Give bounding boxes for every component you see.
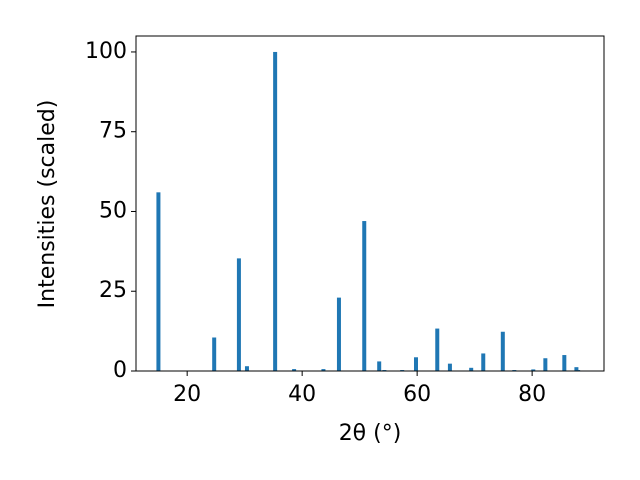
plot-frame [135,35,605,372]
bar [500,331,505,371]
bar [377,361,382,371]
x-tick-label: 80 [518,382,546,407]
bar [236,258,241,371]
bar [469,367,474,371]
bar [562,355,567,371]
x-axis-label: 2θ (°) [339,421,402,446]
bar [435,328,440,371]
y-tick-label: 25 [99,278,127,303]
bar [292,369,297,371]
y-axis-label: Intensities (scaled) [35,100,60,309]
bar [413,357,418,371]
y-tick-label: 50 [99,198,127,223]
bar [244,366,249,371]
bar [481,353,486,371]
y-tick-label: 100 [85,39,127,64]
bar [156,192,161,371]
bar [273,51,278,371]
bar [531,369,536,371]
y-tick-label: 75 [99,119,127,144]
bar [574,367,579,371]
bar [543,358,548,371]
y-tick-label: 0 [113,358,127,383]
x-tick-label: 60 [403,382,431,407]
bar [447,363,452,371]
bar [336,297,341,371]
bar [212,337,217,371]
bar [321,369,326,371]
bar [362,221,367,371]
x-tick-label: 20 [173,382,201,407]
x-tick-label: 40 [288,382,316,407]
